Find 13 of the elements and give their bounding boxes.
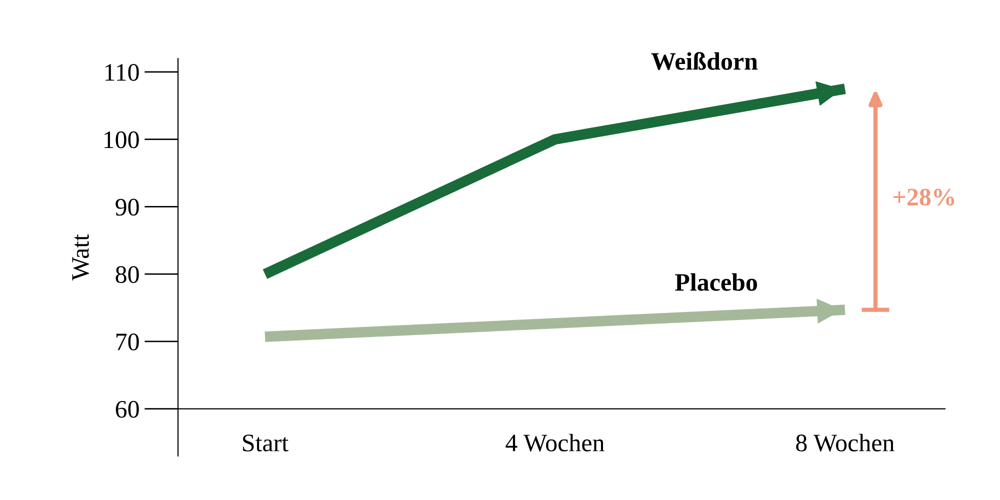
- y-axis-title: Watt: [72, 234, 90, 281]
- y-tick-label: 90: [116, 198, 139, 216]
- y-tick-label: 100: [104, 131, 139, 148]
- y-tick-label: 110: [105, 64, 139, 81]
- y-tick-label: 60: [116, 400, 139, 418]
- series-label: Placebo: [675, 273, 758, 291]
- x-tick-label: 4 Wochen: [506, 434, 604, 452]
- y-tick-label: 80: [116, 266, 139, 284]
- x-tick-label: 8 Wochen: [796, 434, 894, 452]
- annotation: +28%: [894, 188, 954, 206]
- y-tick-label: 70: [116, 334, 139, 350]
- series-label: Weißdorn: [651, 52, 758, 70]
- x-tick-label: Start: [243, 434, 288, 452]
